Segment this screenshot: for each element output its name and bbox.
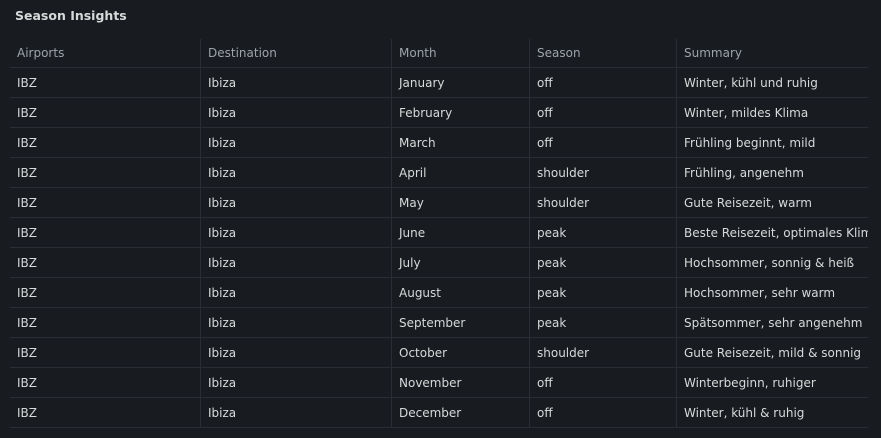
- table-cell: IBZ: [10, 158, 201, 188]
- table-cell: IBZ: [10, 398, 201, 428]
- table-cell: Ibiza: [201, 368, 392, 398]
- panel-title: Season Insights: [15, 8, 127, 23]
- table-cell: March: [392, 128, 530, 158]
- table-cell: July: [392, 248, 530, 278]
- table-cell: off: [530, 98, 677, 128]
- table-cell: Ibiza: [201, 158, 392, 188]
- table-cell: Winter, kühl und ruhig: [677, 68, 868, 98]
- column-header[interactable]: Airports: [10, 39, 201, 68]
- table-cell: IBZ: [10, 68, 201, 98]
- table-cell: Beste Reisezeit, optimales Klima: [677, 218, 868, 248]
- table-cell: off: [530, 398, 677, 428]
- table-cell: peak: [530, 278, 677, 308]
- table-cell: June: [392, 218, 530, 248]
- table-cell: IBZ: [10, 248, 201, 278]
- table-cell: Frühling beginnt, mild: [677, 128, 868, 158]
- table-cell: September: [392, 308, 530, 338]
- table-cell: Ibiza: [201, 68, 392, 98]
- table-cell: shoulder: [530, 158, 677, 188]
- table-cell: Gute Reisezeit, mild & sonnig: [677, 338, 868, 368]
- table-cell: off: [530, 68, 677, 98]
- table-cell: Winter, mildes Klima: [677, 98, 868, 128]
- table-cell: IBZ: [10, 368, 201, 398]
- table-cell: Ibiza: [201, 338, 392, 368]
- table-cell: Ibiza: [201, 128, 392, 158]
- table-cell: May: [392, 188, 530, 218]
- table-cell: IBZ: [10, 188, 201, 218]
- table-cell: shoulder: [530, 338, 677, 368]
- table-cell: Ibiza: [201, 98, 392, 128]
- table-cell: off: [530, 128, 677, 158]
- column-header[interactable]: Destination: [201, 39, 392, 68]
- table-cell: Hochsommer, sehr warm: [677, 278, 868, 308]
- table-cell: off: [530, 368, 677, 398]
- table-cell: IBZ: [10, 338, 201, 368]
- column-header[interactable]: Summary: [677, 39, 868, 68]
- column-header[interactable]: Month: [392, 39, 530, 68]
- table-cell: Hochsommer, sonnig & heiß: [677, 248, 868, 278]
- table-cell: peak: [530, 248, 677, 278]
- table-cell: IBZ: [10, 308, 201, 338]
- table-cell: IBZ: [10, 128, 201, 158]
- table-cell: April: [392, 158, 530, 188]
- table-cell: Ibiza: [201, 248, 392, 278]
- table-cell: IBZ: [10, 278, 201, 308]
- table-cell: Ibiza: [201, 218, 392, 248]
- table-cell: peak: [530, 308, 677, 338]
- table-cell: August: [392, 278, 530, 308]
- table-cell: IBZ: [10, 98, 201, 128]
- table-cell: IBZ: [10, 218, 201, 248]
- table-cell: Ibiza: [201, 278, 392, 308]
- table-cell: Winter, kühl & ruhig: [677, 398, 868, 428]
- table-cell: Ibiza: [201, 398, 392, 428]
- table-cell: October: [392, 338, 530, 368]
- table-cell: February: [392, 98, 530, 128]
- table-cell: shoulder: [530, 188, 677, 218]
- table-cell: Frühling, angenehm: [677, 158, 868, 188]
- table-cell: November: [392, 368, 530, 398]
- table-cell: January: [392, 68, 530, 98]
- table-cell: peak: [530, 218, 677, 248]
- table-cell: Winterbeginn, ruhiger: [677, 368, 868, 398]
- column-header[interactable]: Season: [530, 39, 677, 68]
- table-cell: Ibiza: [201, 188, 392, 218]
- table-cell: Spätsommer, sehr angenehm: [677, 308, 868, 338]
- table-cell: December: [392, 398, 530, 428]
- table-cell: Ibiza: [201, 308, 392, 338]
- table-cell: Gute Reisezeit, warm: [677, 188, 868, 218]
